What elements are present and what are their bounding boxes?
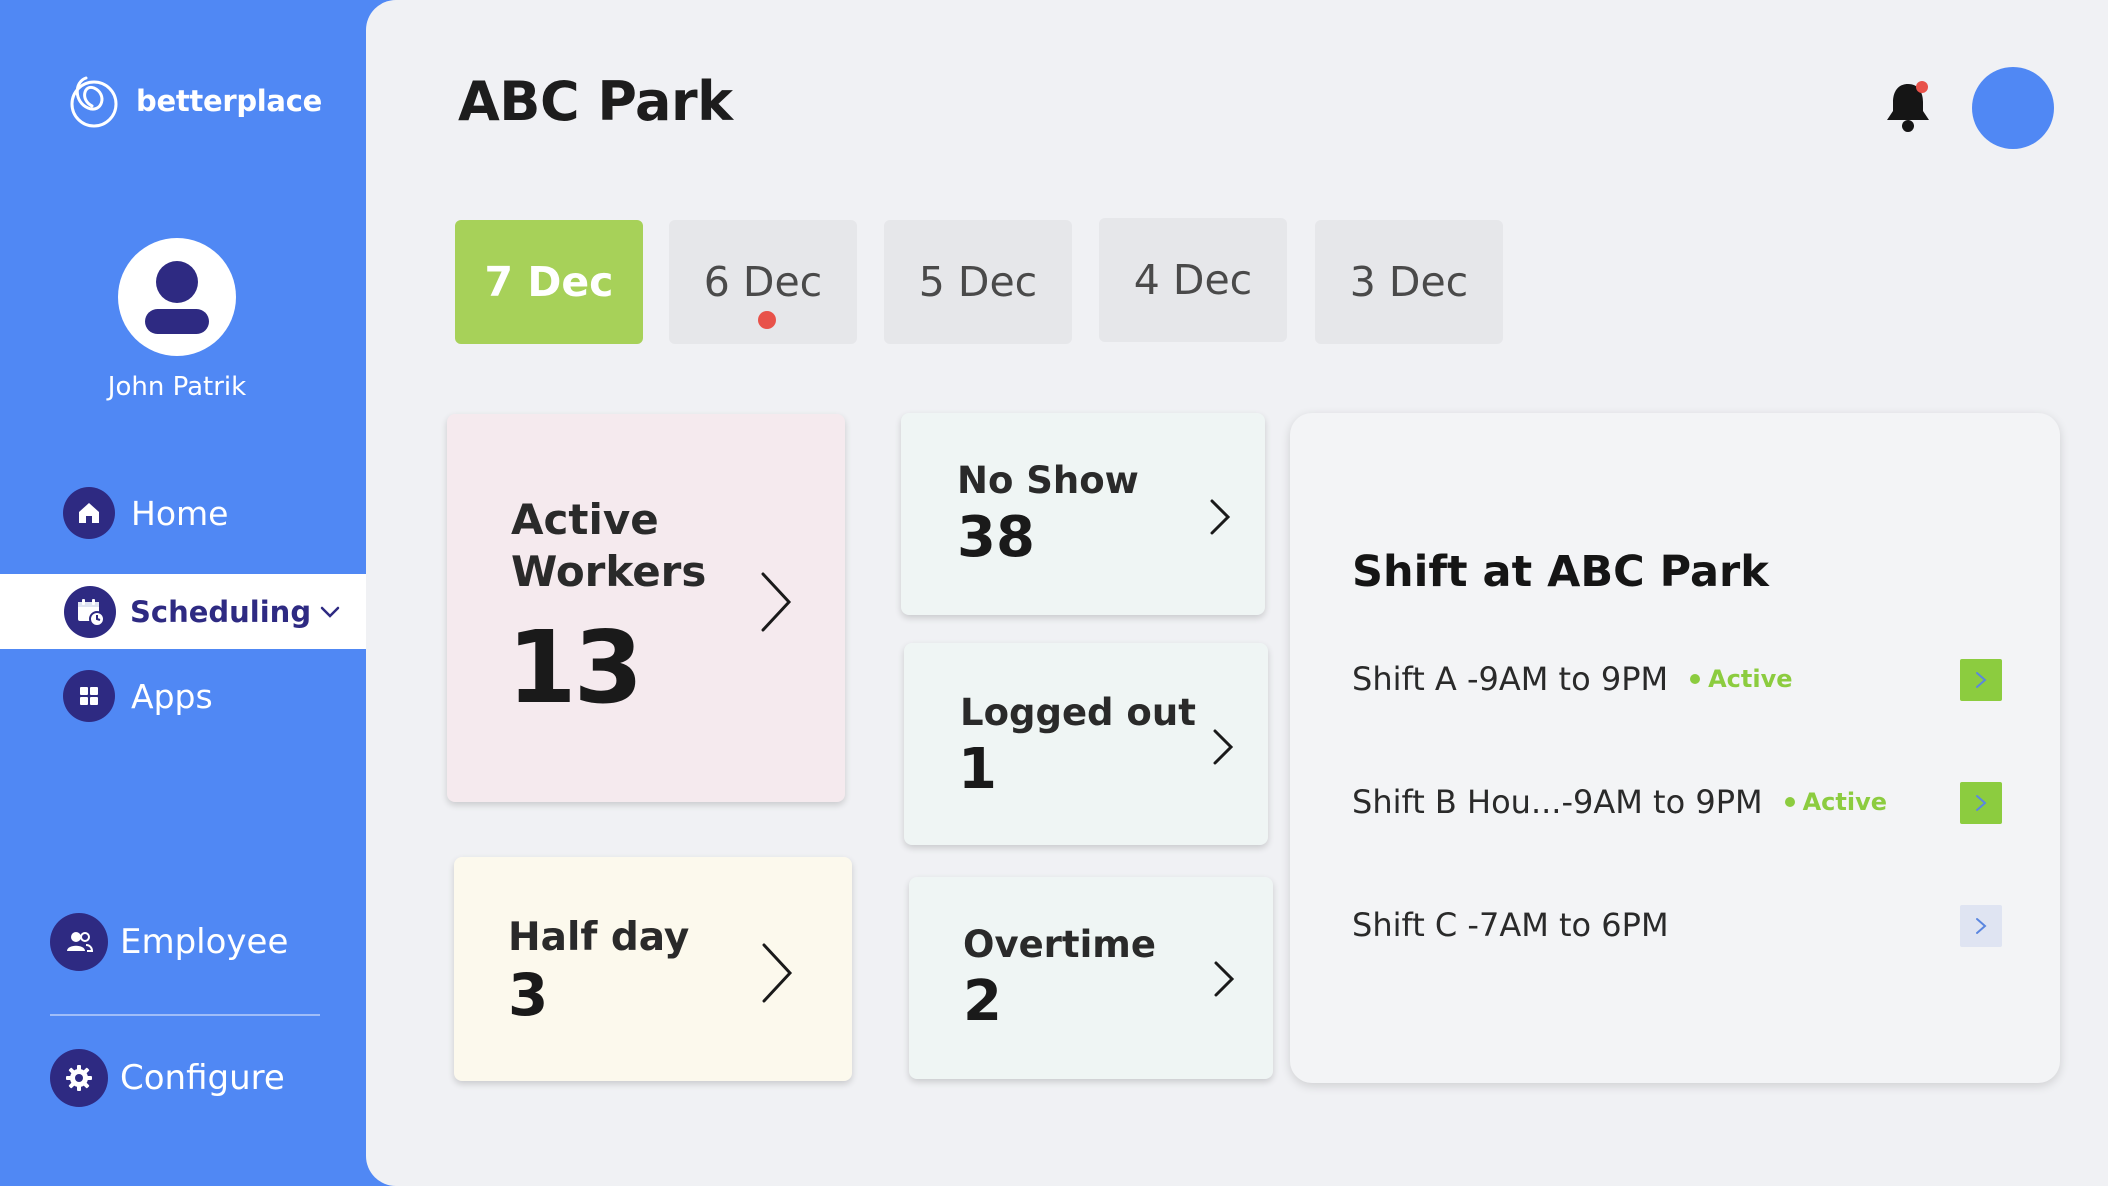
date-tab-label: 7 Dec bbox=[484, 258, 614, 306]
status-badge: Active bbox=[1784, 788, 1888, 816]
shift-panel-title: Shift at ABC Park bbox=[1352, 547, 1769, 597]
chevron-right-icon bbox=[1976, 795, 1987, 811]
sidebar-divider bbox=[50, 1014, 320, 1016]
date-tab-label: 4 Dec bbox=[1133, 256, 1253, 304]
chevron-right-icon bbox=[1976, 918, 1987, 934]
shift-panel: Shift at ABC Park Shift A -9AM to 9PM Ac… bbox=[1290, 413, 2060, 1083]
status-badge: Active bbox=[1690, 665, 1793, 693]
nav-label-scheduling: Scheduling bbox=[130, 594, 312, 629]
chevron-right-icon bbox=[761, 572, 792, 632]
card-title: Logged out bbox=[960, 691, 1196, 734]
betterplace-logo-icon bbox=[70, 76, 118, 128]
nav-label-configure: Configure bbox=[120, 1058, 285, 1098]
card-value: 1 bbox=[958, 737, 997, 802]
date-tab-4-dec[interactable]: 4 Dec bbox=[1099, 218, 1287, 342]
brand[interactable]: betterplace bbox=[62, 70, 322, 132]
date-tab-7-dec[interactable]: 7 Dec bbox=[455, 220, 643, 344]
nav-item-apps[interactable]: Apps bbox=[0, 668, 366, 724]
calendar-clock-icon bbox=[64, 585, 116, 638]
overtime-card[interactable]: Overtime 2 bbox=[909, 877, 1273, 1079]
card-title: Active Workers bbox=[511, 495, 707, 596]
nav-label-employee: Employee bbox=[120, 922, 289, 962]
chevron-right-icon bbox=[1210, 499, 1231, 535]
chevron-right-icon bbox=[1214, 961, 1235, 997]
open-shift-button[interactable] bbox=[1960, 905, 2002, 947]
card-value: 3 bbox=[508, 961, 549, 1029]
notification-bell-icon[interactable] bbox=[1882, 78, 1934, 136]
chevron-down-icon[interactable] bbox=[316, 598, 344, 626]
card-title: Half day bbox=[508, 915, 690, 960]
user-name: John Patrik bbox=[107, 372, 247, 402]
date-tab-label: 3 Dec bbox=[1349, 258, 1469, 306]
apps-grid-icon bbox=[63, 670, 115, 722]
card-value: 2 bbox=[963, 969, 1002, 1034]
half-day-card[interactable]: Half day 3 bbox=[454, 857, 852, 1081]
sidebar: betterplace John Patrik Home Scheduling bbox=[0, 0, 368, 1186]
nav-label-apps: Apps bbox=[131, 676, 213, 716]
nav-item-scheduling[interactable]: Scheduling bbox=[0, 574, 366, 649]
nav-label-home: Home bbox=[131, 493, 229, 533]
nav-item-employee[interactable]: Employee bbox=[0, 912, 366, 972]
date-tab-6-dec[interactable]: 6 Dec bbox=[669, 220, 857, 344]
user-avatar[interactable] bbox=[118, 238, 236, 356]
date-tab-label: 6 Dec bbox=[703, 258, 823, 306]
status-dot bbox=[1784, 797, 1795, 807]
alert-dot bbox=[758, 311, 776, 329]
main-panel: ABC Park 7 Dec 6 Dec 5 Dec 4 Dec 3 Dec A… bbox=[366, 0, 2108, 1186]
shift-row-c[interactable]: Shift C -7AM to 6PM bbox=[1352, 903, 2002, 947]
gear-icon bbox=[50, 1049, 108, 1107]
page-title: ABC Park bbox=[458, 70, 733, 133]
shift-name: Shift C -7AM to 6PM bbox=[1352, 906, 1669, 944]
date-tab-3-dec[interactable]: 3 Dec bbox=[1315, 220, 1503, 344]
home-icon bbox=[63, 487, 115, 539]
open-shift-button[interactable] bbox=[1960, 782, 2002, 824]
no-show-card[interactable]: No Show 38 bbox=[901, 413, 1265, 615]
chevron-right-icon bbox=[1213, 729, 1234, 765]
shift-row-a[interactable]: Shift A -9AM to 9PM Active bbox=[1352, 657, 2002, 701]
card-value: 38 bbox=[957, 505, 1035, 570]
profile-avatar[interactable] bbox=[1972, 67, 2054, 149]
open-shift-button[interactable] bbox=[1960, 659, 2002, 701]
status-dot bbox=[1690, 674, 1701, 684]
status-label: Active bbox=[1802, 788, 1888, 816]
status-label: Active bbox=[1708, 665, 1793, 693]
card-value: 13 bbox=[507, 609, 643, 726]
card-title: No Show bbox=[957, 459, 1139, 502]
card-title: Overtime bbox=[963, 923, 1156, 966]
logged-out-card[interactable]: Logged out 1 bbox=[904, 643, 1268, 845]
date-tab-5-dec[interactable]: 5 Dec bbox=[884, 220, 1072, 344]
shift-name: Shift A -9AM to 9PM bbox=[1352, 660, 1669, 698]
shift-row-b[interactable]: Shift B Hou...-9AM to 9PM Active bbox=[1352, 780, 2002, 824]
shift-name: Shift B Hou...-9AM to 9PM bbox=[1352, 783, 1763, 821]
employees-icon bbox=[50, 913, 108, 971]
brand-name: betterplace bbox=[136, 84, 322, 118]
nav-item-home[interactable]: Home bbox=[0, 485, 366, 541]
chevron-right-icon bbox=[762, 943, 793, 1003]
date-tab-label: 5 Dec bbox=[918, 258, 1038, 306]
active-workers-card[interactable]: Active Workers 13 bbox=[447, 414, 845, 802]
nav-item-configure[interactable]: Configure bbox=[0, 1048, 366, 1108]
user-icon bbox=[145, 261, 209, 334]
chevron-right-icon bbox=[1976, 672, 1987, 688]
